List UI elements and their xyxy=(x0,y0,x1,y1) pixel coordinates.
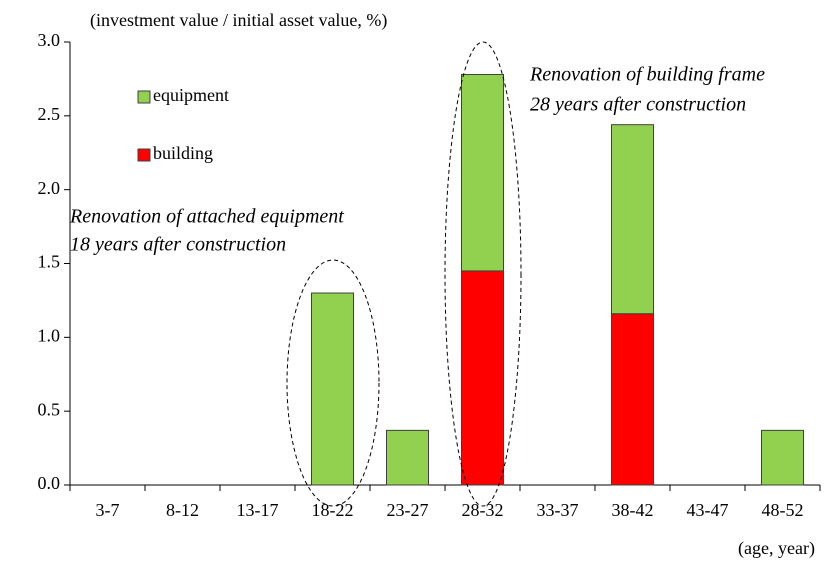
plot-area: 0.0 0.5 1.0 1.5 2.0 2.5 3.0 3-7 8-12 13-17 18-22 23… xyxy=(38,30,821,520)
x-tick-label: 3-7 xyxy=(96,500,120,520)
annotation: Renovation of building frame xyxy=(529,64,765,86)
bar-segment xyxy=(611,124,654,315)
y-tick-label: 1.5 xyxy=(38,252,61,272)
bar-segment xyxy=(461,73,504,272)
x-tick-label: 43-47 xyxy=(687,500,729,520)
x-tick-label: 48-52 xyxy=(762,500,804,520)
annotation: 28 years after construction xyxy=(530,94,746,116)
legend-swatch xyxy=(137,90,151,104)
x-tick-label: 13-17 xyxy=(237,500,279,520)
bar-segment xyxy=(761,429,804,486)
x-tick-label: 38-42 xyxy=(612,500,654,520)
x-axis-title: (age, year) xyxy=(738,538,815,559)
highlight-ellipse xyxy=(286,259,380,507)
annotation: Renovation of attached equipment xyxy=(69,206,344,228)
highlight-ellipse xyxy=(444,41,522,507)
legend-label: building xyxy=(153,143,213,163)
x-tick-label: 23-27 xyxy=(387,500,429,520)
y-tick-label: 3.0 xyxy=(38,30,61,50)
y-axis-title: (investment value / initial asset value,… xyxy=(90,10,387,31)
y-tick-label: 0.0 xyxy=(38,473,61,493)
y-tick-label: 2.5 xyxy=(38,104,61,124)
y-tick-label: 0.5 xyxy=(38,399,61,419)
x-tick-label: 8-12 xyxy=(166,500,199,520)
bar-segment xyxy=(461,270,504,486)
x-tick-label: 18-22 xyxy=(312,500,354,520)
bar-segment xyxy=(386,429,429,486)
legend-swatch xyxy=(137,148,151,162)
x-tick-label: 28-32 xyxy=(462,500,504,520)
y-tick-label: 1.0 xyxy=(38,325,61,345)
bar-segment xyxy=(611,313,654,486)
legend-label: equipment xyxy=(153,85,229,105)
annotation: 18 years after construction xyxy=(70,234,286,256)
y-tick-label: 2.0 xyxy=(38,178,61,198)
bar-segment xyxy=(311,292,354,486)
x-tick-label: 33-37 xyxy=(537,500,579,520)
